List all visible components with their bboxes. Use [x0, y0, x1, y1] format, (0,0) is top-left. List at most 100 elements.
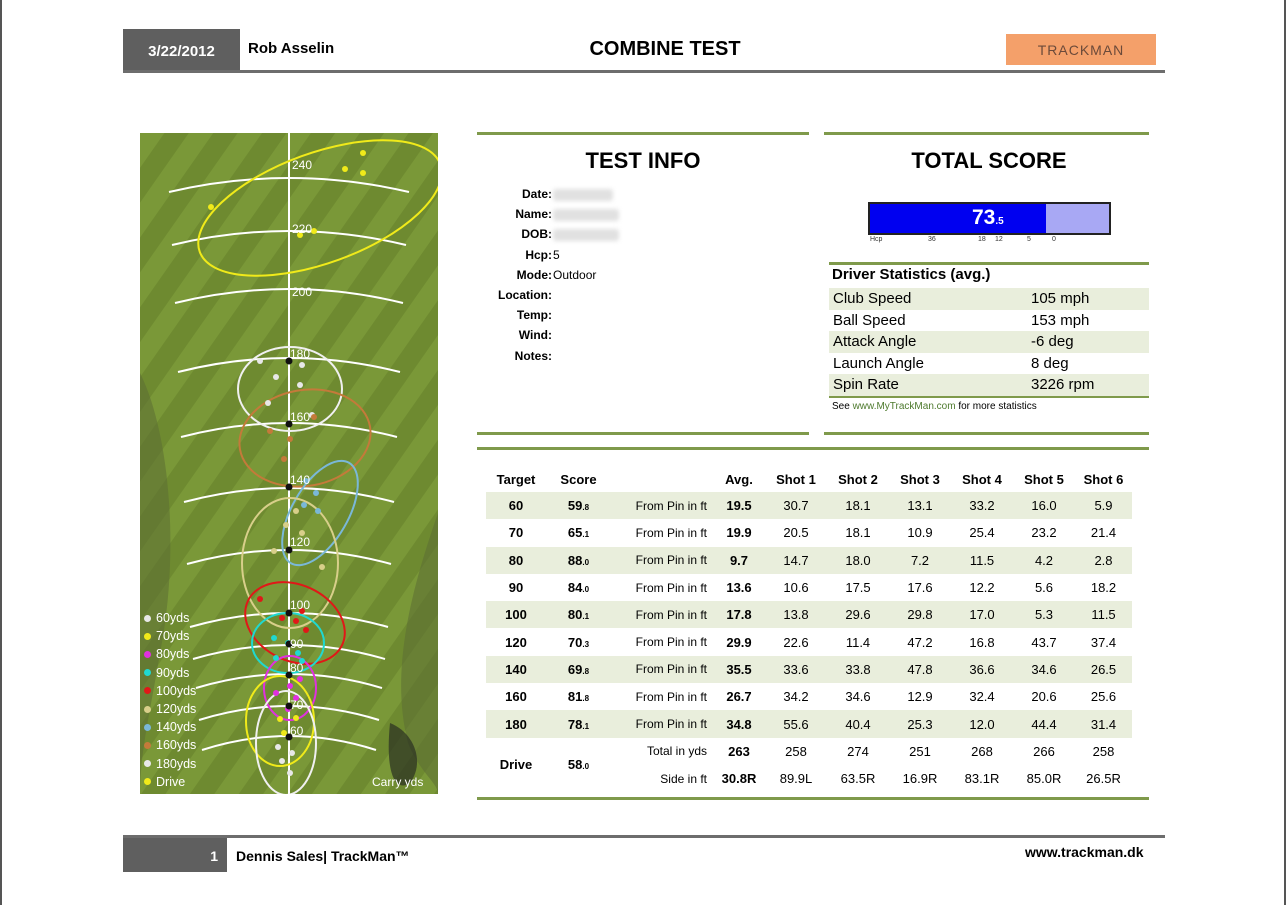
shot-cell: 29.8	[889, 601, 951, 629]
driver-stats-note: See www.MyTrackMan.com for more statisti…	[832, 401, 1037, 412]
target-cell: 80	[486, 546, 546, 574]
legend-label: 90yds	[156, 665, 190, 680]
shot-dot	[303, 478, 309, 484]
score-main: 69	[567, 661, 583, 677]
legend-item: 90yds	[144, 664, 196, 682]
shot-dot	[360, 170, 366, 176]
results-top-rule	[477, 447, 1149, 450]
target-cell: Drive	[499, 757, 533, 773]
shot-dot	[295, 650, 301, 656]
legend-dot-icon	[144, 614, 151, 622]
driver-stat-label: Ball Speed	[833, 311, 906, 329]
shot-cell: 31.4	[1075, 710, 1132, 738]
legend-item: 60yds	[144, 609, 196, 627]
shot-dot	[287, 436, 293, 442]
table-row: 120 70.3 From Pin in ft 29.9 22.6 11.4 47.2 16.…	[486, 628, 1132, 655]
driver-stats-title: Driver Statistics (avg.)	[832, 266, 991, 283]
shot-cell: 34.6	[845, 689, 871, 705]
legend-label: 140yds	[156, 720, 197, 735]
shot-dot	[293, 715, 299, 721]
metric-cell: From Pin in ft	[611, 601, 713, 629]
results-table: Target Score Avg. Shot 1 Shot 2 Shot 3 Shot 4 S…	[486, 466, 1132, 792]
shot-dot	[257, 358, 263, 364]
score-cell: 59.8	[546, 492, 611, 520]
driver-stat-value: 8 deg	[1031, 354, 1069, 372]
shot-cell: 22.6	[783, 634, 809, 650]
driver-stat-label: Club Speed	[833, 290, 912, 307]
shot-dot	[277, 716, 283, 722]
shot-cell: 34.2	[783, 689, 809, 705]
metric-cell: From Pin in ft	[635, 525, 707, 540]
legend-label: 120yds	[156, 702, 197, 717]
score-main: 65	[567, 525, 583, 541]
score-decimal: .8	[582, 503, 590, 513]
score-main: 59	[567, 498, 583, 514]
footer-credit: Dennis Sales| TrackMan™	[236, 848, 410, 864]
metric-cell: From Pin in ft	[635, 580, 707, 595]
legend-item: 70yds	[144, 627, 196, 645]
distance-label: 60	[290, 724, 304, 738]
driver-stats-bottom-rule	[829, 396, 1149, 398]
redacted-value	[553, 189, 613, 201]
target-cell: 160	[505, 689, 527, 705]
shot-dot	[311, 228, 317, 234]
score-scale-label: 18	[978, 236, 986, 243]
report-date: 3/22/2012	[123, 29, 240, 73]
test-info-bottom-rule	[477, 432, 809, 435]
shot-dot	[279, 615, 285, 621]
dispersion-ellipse	[263, 655, 317, 721]
score-scale-label: 12	[995, 236, 1003, 243]
redacted-value	[553, 209, 619, 222]
column-header: Shot 6	[1083, 471, 1124, 487]
info-label: DOB:	[521, 227, 552, 242]
target-cell: 120	[505, 634, 527, 650]
distance-label: 120	[290, 535, 310, 549]
info-value: Outdoor	[553, 267, 597, 282]
player-name: Rob Asselin	[248, 40, 335, 57]
score-main: 81	[567, 689, 583, 705]
score-scale-label: 5	[1027, 236, 1031, 243]
driver-stat-label: Attack Angle	[833, 333, 917, 351]
legend-item: Drive	[144, 773, 196, 791]
carry-label: Carry yds	[372, 775, 424, 789]
shot-dot	[273, 655, 279, 661]
shot-dot	[297, 232, 303, 238]
shot-dot	[297, 676, 303, 682]
shot-cell: 258	[785, 743, 807, 759]
shot-cell: 10.9	[907, 525, 933, 541]
info-label: Notes:	[514, 348, 552, 363]
footer-url[interactable]: www.trackman.dk	[1025, 844, 1144, 860]
shot-cell: 16.9R	[902, 771, 938, 787]
score-cell: 58.0	[546, 738, 611, 793]
shot-cell: 89.9L	[779, 771, 813, 787]
distance-label: 140	[290, 473, 310, 487]
shot-dot	[299, 362, 305, 368]
target-cell: 100	[486, 601, 546, 629]
shot-cell: 4.2	[1013, 546, 1075, 574]
score-bar-fill	[870, 204, 1046, 233]
page-number: 1	[123, 838, 227, 872]
shot-cell: 11.5	[1075, 601, 1132, 629]
legend-label: 60yds	[156, 611, 190, 626]
shot-cell: 55.6	[765, 710, 827, 738]
score-decimal: .1	[582, 721, 590, 731]
avg-cell: 34.8	[713, 710, 765, 738]
table-row-drive-side: Side in ft 30.8R 89.9L 63.5R 16.9R 83.1R 85.0R…	[486, 765, 1132, 792]
table-row: 80 88.0 From Pin in ft 9.7 14.7 18.0 7.2 11.5 4.…	[486, 546, 1132, 574]
shot-cell: 5.9	[1075, 492, 1132, 520]
shot-cell: 18.2	[1090, 580, 1117, 596]
score-decimal: .3	[582, 639, 590, 649]
target-cell: 90	[508, 580, 524, 596]
legend-item: 120yds	[144, 700, 196, 718]
mytrackman-link[interactable]: www.MyTrackMan.com	[852, 401, 956, 412]
info-label: Name:	[515, 207, 552, 222]
pin-marker	[285, 420, 293, 428]
shot-dot	[293, 508, 299, 514]
shot-dot	[281, 456, 287, 462]
shot-cell: 37.4	[1090, 634, 1117, 650]
shot-cell: 34.6	[1013, 655, 1075, 684]
legend-label: 80yds	[156, 647, 190, 662]
score-decimal: .0	[582, 762, 590, 772]
column-header: Shot 2	[838, 471, 878, 487]
legend-dot-icon	[144, 705, 151, 713]
